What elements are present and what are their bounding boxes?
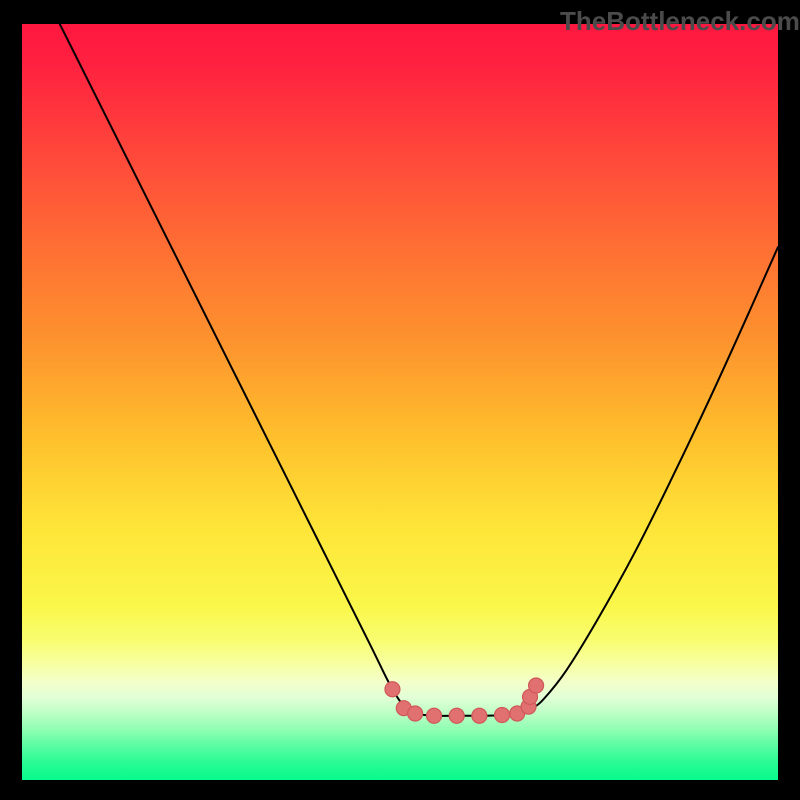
data-marker: [529, 678, 544, 693]
gradient-background: [22, 24, 778, 780]
data-marker: [385, 682, 400, 697]
chart-svg: [22, 24, 778, 780]
watermark-text: TheBottleneck.com: [560, 6, 800, 37]
data-marker: [449, 708, 464, 723]
data-marker: [408, 706, 423, 721]
data-marker: [495, 707, 510, 722]
data-marker: [427, 708, 442, 723]
data-marker: [472, 708, 487, 723]
